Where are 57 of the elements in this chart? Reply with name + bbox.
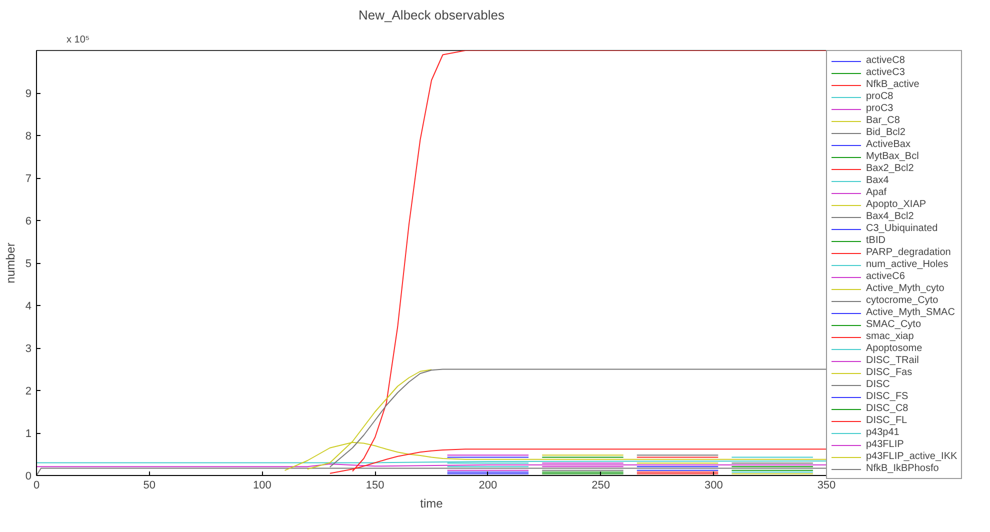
y-tick-label: 4 (25, 300, 32, 312)
legend-label: PARP_degradation (866, 247, 951, 258)
legend-label: ActiveBax (866, 139, 910, 150)
legend-label: p43FLIP (866, 439, 904, 450)
legend-label: C3_Ubiquinated (866, 223, 938, 234)
x-tick-label: 100 (253, 480, 272, 492)
legend-label: p43p41 (866, 427, 900, 438)
legend-label: Apoptosome (866, 343, 922, 354)
legend-label: cytocrome_Cyto (866, 295, 938, 306)
x-tick-label: 150 (366, 480, 384, 492)
legend-label: NfkB_active (866, 79, 920, 90)
y-tick-label: 9 (25, 88, 32, 100)
legend-label: Bid_Bcl2 (866, 127, 906, 138)
legend-label: smac_xiap (866, 331, 914, 342)
y-tick-label: 5 (25, 258, 32, 270)
y-tick-label: 0 (25, 470, 32, 482)
legend-label: DISC_TRail (866, 355, 919, 366)
legend-label: Bax4 (866, 175, 889, 186)
y-axis-title: number (3, 242, 18, 284)
x-tick-label: 50 (143, 480, 156, 492)
y-tick-label: 3 (25, 343, 32, 355)
x-tick-label: 200 (478, 480, 498, 492)
x-axis-title: time (420, 496, 444, 510)
legend-label: DISC_FL (866, 415, 908, 426)
legend-label: DISC_C8 (866, 403, 908, 414)
legend-label: NfkB_IkBPhosfo (866, 463, 939, 474)
legend-label: num_active_Holes (866, 259, 948, 270)
legend-label: proC3 (866, 103, 894, 114)
legend-label: Bax2_Bcl2 (866, 163, 914, 174)
y-tick-label: 6 (25, 216, 32, 228)
legend-label: proC8 (866, 91, 894, 102)
legend-label: Active_Myth_cyto (866, 283, 944, 294)
legend-label: tBID (866, 235, 886, 246)
x-tick-label: 0 (33, 480, 40, 492)
legend-label: MytBax_Bcl (866, 151, 919, 162)
legend-label: DISC_FS (866, 391, 908, 402)
legend-label: DISC_Fas (866, 367, 912, 378)
legend-label: p43FLIP_active_IKK (866, 451, 958, 462)
legend-label: activeC8 (866, 55, 905, 66)
legend-label: activeC3 (866, 67, 905, 78)
legend-label: SMAC_Cyto (866, 319, 922, 330)
x-tick-label: 300 (704, 480, 723, 492)
legend-label: DISC (866, 379, 890, 390)
y-tick-label: 1 (25, 428, 32, 440)
x-tick-label: 250 (592, 480, 610, 492)
legend-label: Bar_C8 (866, 115, 900, 126)
text: x 10⁵ (66, 34, 90, 46)
y-tick-label: 7 (25, 173, 32, 185)
legend-label: Apaf (866, 187, 887, 198)
y-tick-label: 8 (25, 130, 32, 142)
legend-label: Bax4_Bcl2 (866, 211, 914, 222)
chart-title: New_Albeck observables (358, 8, 505, 22)
legend-label: Apopto_XIAP (866, 199, 926, 210)
legend-label: Active_Myth_SMAC (866, 307, 955, 318)
legend-label: activeC6 (866, 271, 905, 282)
y-tick-label: 2 (25, 386, 32, 398)
x-tick-label: 350 (817, 480, 836, 492)
